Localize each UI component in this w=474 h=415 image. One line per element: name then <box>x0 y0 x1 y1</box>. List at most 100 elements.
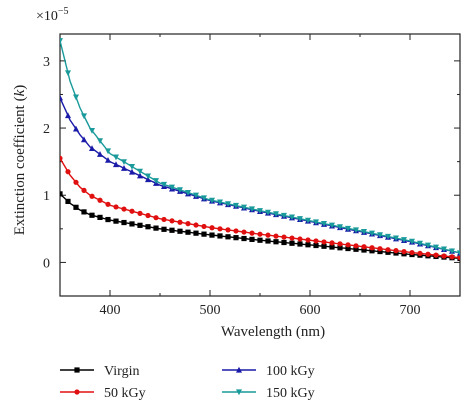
legend-label: Virgin <box>104 364 139 379</box>
series-marker <box>409 238 415 245</box>
series-marker <box>201 223 207 230</box>
series-marker <box>137 222 143 228</box>
x-tick-label: 500 <box>200 303 221 318</box>
series-marker <box>441 253 447 259</box>
series-marker <box>169 218 175 224</box>
series-marker <box>361 229 367 235</box>
series-marker <box>217 199 223 206</box>
legend-marker <box>74 367 80 373</box>
series-marker <box>353 246 359 252</box>
series-marker <box>313 238 319 244</box>
series-marker <box>377 232 383 239</box>
series-marker <box>457 250 460 257</box>
series-marker <box>385 247 391 253</box>
y-tick-label: 1 <box>43 189 50 204</box>
series-marker <box>97 151 103 157</box>
series-marker <box>249 230 255 236</box>
series-marker <box>401 237 407 243</box>
series-marker <box>65 70 71 77</box>
series-marker <box>289 240 295 246</box>
series-marker <box>209 225 215 231</box>
series-marker <box>225 227 231 233</box>
series-layer <box>60 38 460 261</box>
series-marker <box>457 255 460 261</box>
series-2 <box>60 94 460 256</box>
series-marker <box>60 191 63 197</box>
series-marker <box>97 197 103 203</box>
series-marker <box>265 238 271 244</box>
series-marker <box>137 168 143 175</box>
legend-item: Virgin <box>60 364 139 379</box>
series-marker <box>193 192 199 199</box>
series-marker <box>105 156 111 163</box>
series-marker <box>161 216 167 223</box>
series-marker <box>425 251 431 257</box>
series-marker <box>241 235 247 242</box>
series-marker <box>129 168 135 175</box>
series-marker <box>321 220 327 227</box>
series-marker <box>297 216 303 222</box>
series-marker <box>60 38 63 44</box>
y-tick-label: 3 <box>43 55 50 70</box>
legend: Virgin 50 kGy 100 kGy 150 kGy <box>60 364 315 401</box>
series-marker <box>81 136 87 143</box>
series-marker <box>65 169 71 175</box>
series-marker <box>113 204 119 210</box>
y-tick-label: 2 <box>43 122 50 137</box>
legend-item: 100 kGy <box>222 364 315 379</box>
series-marker <box>433 244 439 251</box>
series-marker <box>377 246 383 252</box>
series-marker <box>161 226 167 232</box>
series-marker <box>313 219 319 226</box>
series-marker <box>241 229 247 235</box>
series-marker <box>121 165 127 171</box>
x-axis-title: Wavelength (nm) <box>221 324 325 340</box>
y-axis-title-main: Extinction coefficient ( <box>12 96 28 235</box>
legend-label: 50 kGy <box>104 386 146 401</box>
series-marker <box>297 241 303 247</box>
series-marker <box>401 249 407 255</box>
series-marker <box>385 233 391 240</box>
y-tick-label: 0 <box>43 256 50 271</box>
series-marker <box>433 252 439 258</box>
series-3 <box>60 38 460 257</box>
series-marker <box>321 239 327 245</box>
series-marker <box>425 242 431 249</box>
series-marker <box>441 246 447 253</box>
series-marker <box>73 204 79 210</box>
series-marker <box>305 242 311 248</box>
series-marker <box>361 247 367 253</box>
series-marker <box>305 237 311 243</box>
x-tick-label: 400 <box>100 303 121 318</box>
series-marker <box>89 193 95 199</box>
x-tick-label: 600 <box>300 303 321 318</box>
multiplier-exponent: −5 <box>58 6 69 17</box>
series-marker <box>73 179 79 185</box>
series-marker <box>361 244 367 250</box>
series-marker <box>337 245 343 251</box>
series-marker <box>129 221 135 227</box>
plot-frame <box>59 33 461 297</box>
series-marker <box>60 155 63 161</box>
series-marker <box>233 202 239 209</box>
series-marker <box>345 242 351 248</box>
legend-marker <box>236 389 242 396</box>
series-marker <box>121 206 127 212</box>
series-marker <box>249 206 255 213</box>
series-marker <box>97 138 103 145</box>
legend-item: 50 kGy <box>60 386 146 401</box>
series-marker <box>201 231 207 237</box>
series-marker <box>193 230 199 236</box>
y-axis-title-close: ) <box>12 85 28 90</box>
series-marker <box>409 249 415 256</box>
series-marker <box>89 212 95 218</box>
series-marker <box>257 231 263 237</box>
series-line <box>60 97 460 254</box>
axes-layer: 400 500 600 700 0 1 2 3 <box>43 33 461 318</box>
series-marker <box>217 233 223 239</box>
series-marker <box>137 172 143 179</box>
series-marker <box>393 248 399 254</box>
series-marker <box>233 228 239 234</box>
series-marker <box>281 212 287 219</box>
